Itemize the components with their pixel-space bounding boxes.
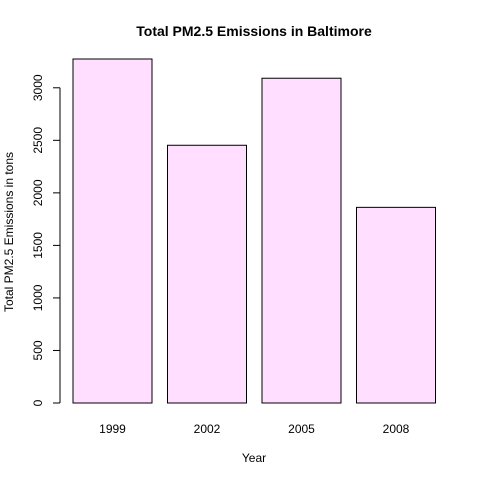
y-tick-label: 1000 <box>31 284 45 311</box>
y-tick-label: 0 <box>31 399 45 406</box>
y-tick-label: 2500 <box>31 127 45 154</box>
y-tick-label: 1500 <box>31 232 45 259</box>
y-tick-label: 3000 <box>31 74 45 101</box>
bar-2005 <box>261 77 342 404</box>
y-tick-label: 2000 <box>31 179 45 206</box>
x-tick-label: 2008 <box>383 422 410 436</box>
chart-title: Total PM2.5 Emissions in Baltimore <box>136 23 372 39</box>
bar-2008 <box>356 206 436 404</box>
bars-group <box>72 58 436 404</box>
x-tick-label: 2002 <box>194 422 221 436</box>
x-axis-label: Year <box>242 451 266 465</box>
y-axis: 0 500 1000 1500 2000 2500 3000 <box>31 74 61 406</box>
bar-2002 <box>167 144 247 404</box>
bar-1999 <box>72 58 153 404</box>
x-tick-label: 2005 <box>288 422 315 436</box>
y-axis-label: Total PM2.5 Emissions in tons <box>2 152 16 312</box>
x-axis-labels: 1999 2002 2005 2008 <box>99 422 410 436</box>
y-tick-label: 500 <box>31 340 45 360</box>
x-tick-label: 1999 <box>99 422 126 436</box>
